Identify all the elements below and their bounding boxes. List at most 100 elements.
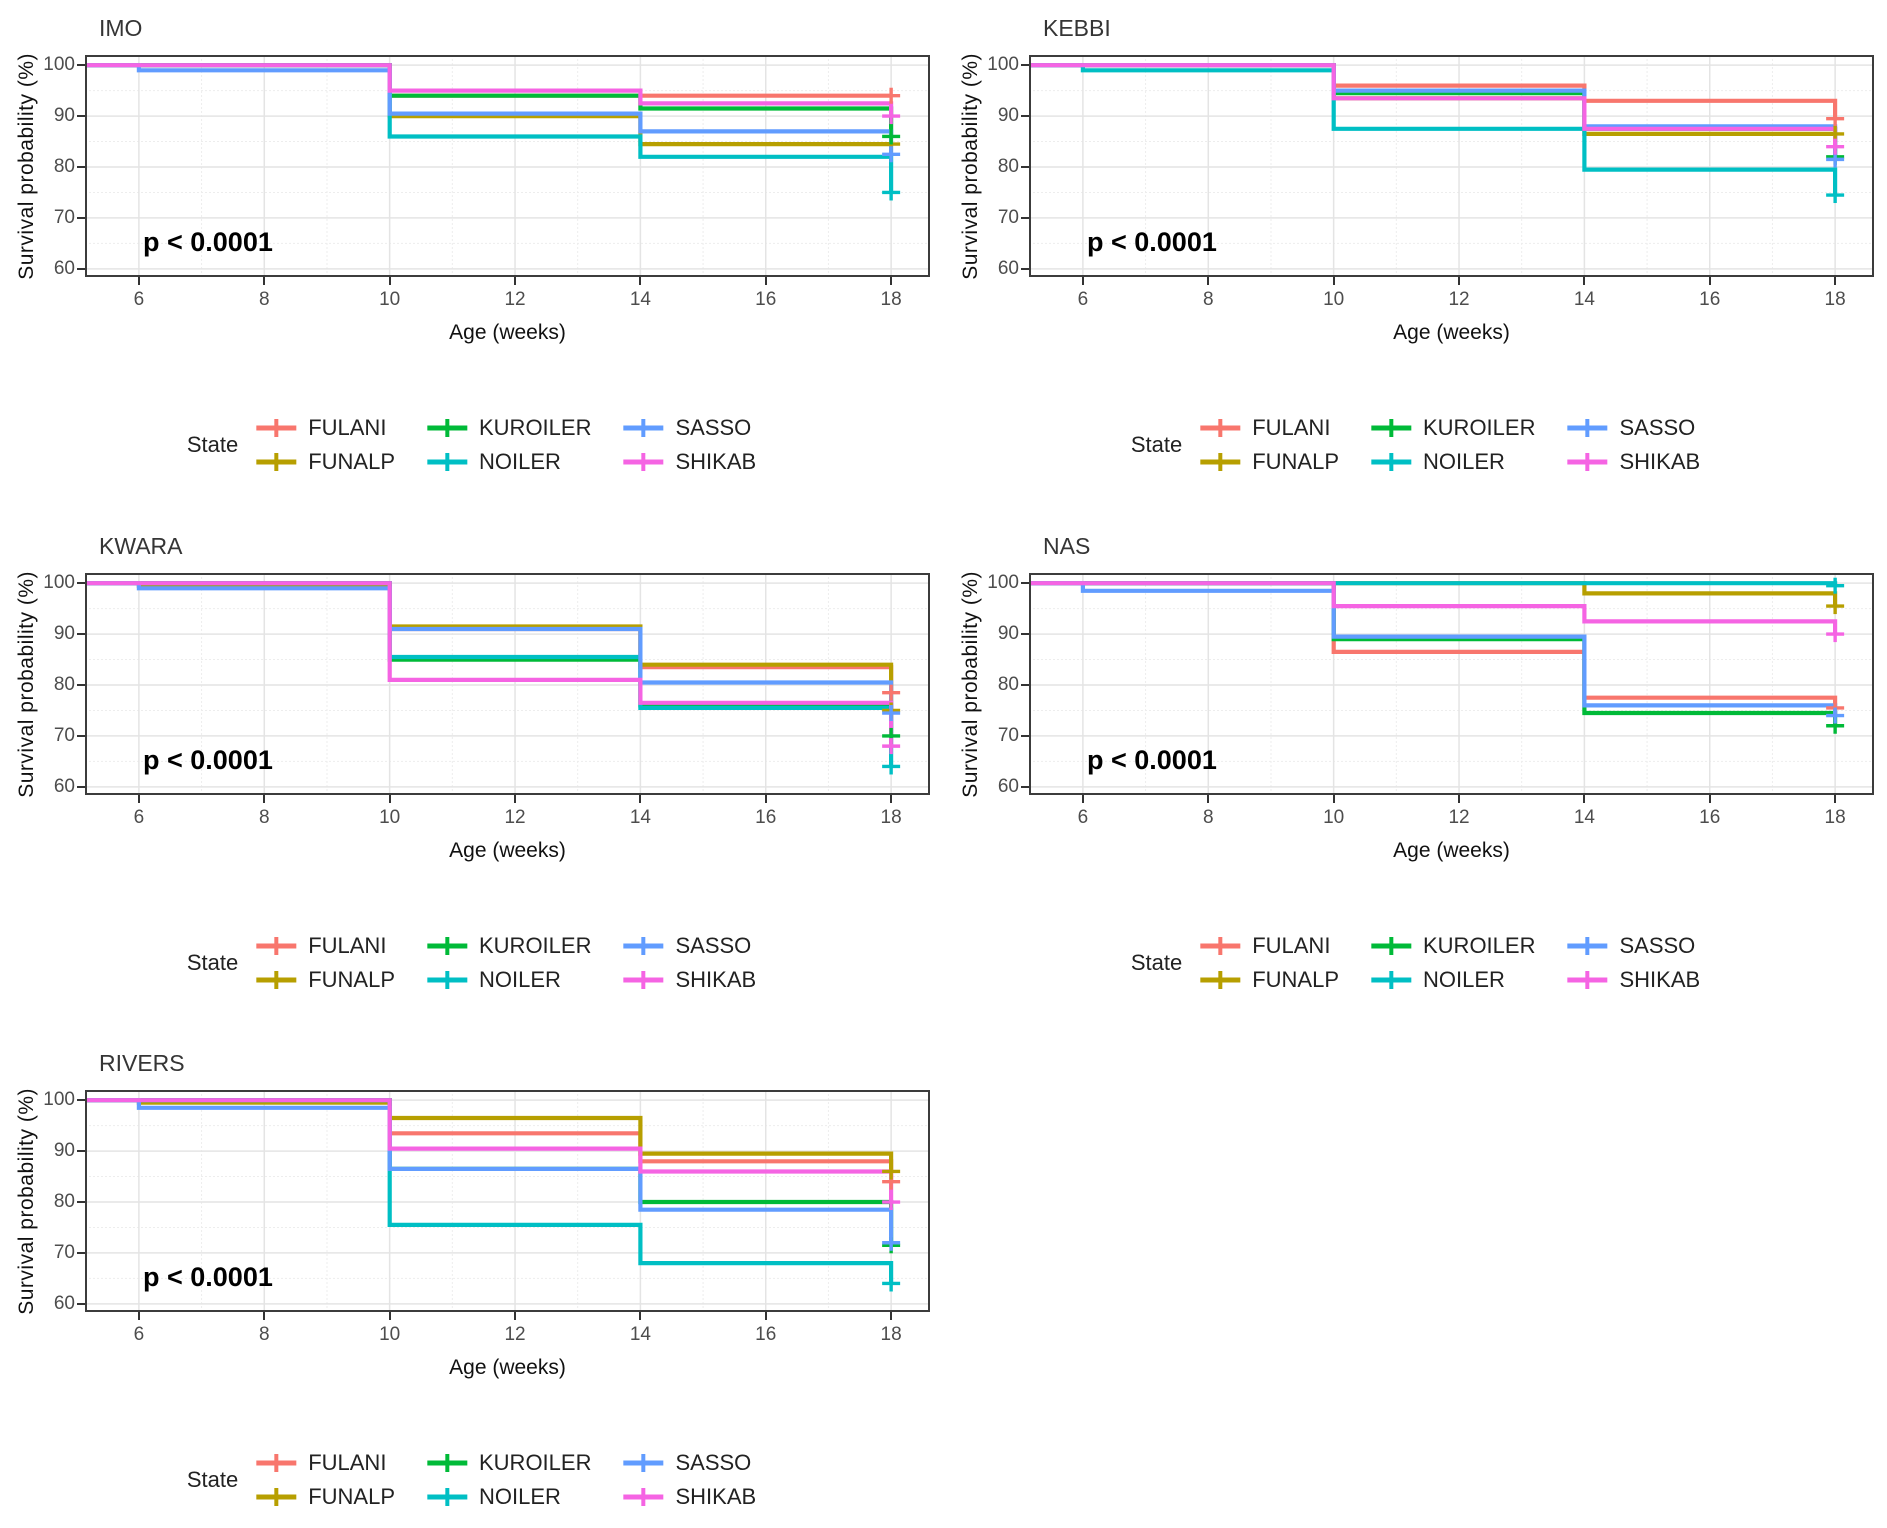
y-tick-mark: [1021, 582, 1029, 585]
x-tick-label: 8: [258, 289, 270, 310]
censor-plus-icon: [1370, 971, 1411, 989]
x-tick-mark: [890, 1312, 893, 1320]
censor-plus-icon: [426, 937, 467, 955]
censor-plus-icon: [256, 419, 297, 437]
x-tick-mark: [1834, 277, 1837, 285]
y-tick-mark: [77, 582, 85, 585]
x-tick-label: 10: [379, 289, 401, 310]
legend: State FULANI KUROILER SASSO FUNALP NOILER SHIK…: [187, 933, 756, 993]
legend-items: FULANI KUROILER SASSO FUNALP NOILER SHIKAB: [1198, 933, 1700, 993]
x-tick-label: 8: [1202, 289, 1214, 310]
y-tick-mark: [77, 216, 85, 219]
censor-plus-icon: [1567, 937, 1608, 955]
censor-plus-icon: [1200, 971, 1241, 989]
x-tick-mark: [1583, 277, 1586, 285]
x-tick-label: 18: [880, 807, 902, 828]
plot-area-rivers: [85, 1090, 930, 1312]
y-tick-label: 100: [43, 572, 75, 594]
legend-item-fulani: FULANI: [254, 933, 395, 959]
legend-label: SHIKAB: [1619, 449, 1701, 474]
legend-item-sasso: SASSO: [621, 933, 756, 959]
legend-item-noiler: NOILER: [1369, 449, 1535, 475]
x-tick-mark: [1458, 277, 1461, 285]
x-tick-mark: [1081, 795, 1084, 803]
y-tick-label: 70: [997, 724, 1019, 746]
y-tick-label: 80: [997, 674, 1019, 696]
y-tick-label: 100: [43, 54, 75, 76]
legend-item-shikab: SHIKAB: [1565, 967, 1700, 993]
panel-title-nas: NAS: [1043, 533, 1091, 559]
censor-plus-icon: [256, 971, 297, 989]
legend-item-sasso: SASSO: [621, 1450, 756, 1476]
censor-plus-mark-shikab: [882, 108, 901, 125]
x-tick-mark: [764, 277, 767, 285]
censor-plus-icon: [256, 1454, 297, 1472]
censor-plus-mark-fulani: [882, 87, 901, 104]
y-tick-mark: [1021, 684, 1029, 687]
legend-label: KUROILER: [1422, 933, 1536, 958]
legend-label: KUROILER: [478, 1450, 592, 1475]
y-tick-mark: [77, 115, 85, 118]
legend-item-funalp: FUNALP: [1198, 449, 1339, 475]
legend-label: NOILER: [478, 967, 561, 992]
x-axis-title: Age (weeks): [449, 839, 566, 862]
x-axis-title: Age (weeks): [1393, 839, 1510, 862]
legend-item-funalp: FUNALP: [254, 967, 395, 993]
censor-plus-icon: [623, 1488, 664, 1506]
x-tick-label: 14: [629, 289, 651, 310]
x-tick-mark: [1458, 795, 1461, 803]
y-tick-label: 90: [53, 105, 75, 127]
y-tick-mark: [77, 684, 85, 687]
y-tick-mark: [77, 1251, 85, 1254]
censor-plus-icon: [1370, 937, 1411, 955]
x-tick-label: 8: [258, 807, 270, 828]
legend-label: SASSO: [1619, 415, 1696, 440]
x-tick-mark: [137, 277, 140, 285]
censor-plus-mark-sasso: [882, 705, 901, 722]
y-tick-label: 60: [53, 257, 75, 279]
censor-plus-mark-shikab: [1826, 626, 1845, 643]
y-tick-label: 70: [997, 206, 1019, 228]
x-tick-label: 18: [880, 289, 902, 310]
legend-items: FULANI KUROILER SASSO FUNALP NOILER SHIKAB: [254, 415, 756, 475]
p-value-label: p < 0.0001: [1087, 745, 1217, 775]
legend-label: FUNALP: [1252, 449, 1339, 474]
legend-title: State: [186, 1467, 239, 1492]
censor-plus-mark-fulani: [1826, 110, 1845, 127]
legend-item-fulani: FULANI: [1198, 933, 1339, 959]
x-tick-label: 6: [133, 289, 145, 310]
censor-plus-mark-shikab: [882, 1194, 901, 1211]
legend-item-noiler: NOILER: [425, 1484, 591, 1510]
censor-plus-icon: [1200, 453, 1241, 471]
x-tick-label: 16: [755, 807, 777, 828]
x-tick-mark: [890, 795, 893, 803]
legend-item-kuroiler: KUROILER: [1369, 933, 1535, 959]
x-tick-label: 12: [1448, 289, 1470, 310]
p-value-label: p < 0.0001: [143, 227, 273, 257]
censor-plus-icon: [256, 937, 297, 955]
legend-label: FUNALP: [308, 449, 395, 474]
legend-label: FULANI: [308, 415, 387, 440]
legend-item-kuroiler: KUROILER: [425, 415, 591, 441]
legend-item-noiler: NOILER: [425, 967, 591, 993]
legend-item-sasso: SASSO: [1565, 415, 1700, 441]
x-tick-mark: [890, 277, 893, 285]
censor-plus-mark-sasso: [882, 1234, 901, 1251]
legend-label: FULANI: [1252, 933, 1331, 958]
legend-label: NOILER: [1422, 967, 1505, 992]
x-tick-mark: [1834, 795, 1837, 803]
y-tick-label: 100: [987, 54, 1019, 76]
x-tick-mark: [263, 277, 266, 285]
legend-item-fulani: FULANI: [1198, 415, 1339, 441]
legend: State FULANI KUROILER SASSO FUNALP NOILER SHIK…: [1131, 415, 1700, 475]
y-tick-label: 100: [987, 572, 1019, 594]
x-tick-label: 16: [1699, 807, 1721, 828]
censor-plus-icon: [426, 419, 467, 437]
legend-item-kuroiler: KUROILER: [425, 1450, 591, 1476]
y-tick-label: 70: [53, 206, 75, 228]
y-tick-mark: [77, 734, 85, 737]
panel-nas: NAS Survival probability (%) p < 0.0001 60 7…: [944, 509, 1887, 1018]
x-tick-label: 12: [504, 289, 526, 310]
x-tick-mark: [514, 795, 517, 803]
plot-area-kebbi: [1029, 55, 1874, 277]
